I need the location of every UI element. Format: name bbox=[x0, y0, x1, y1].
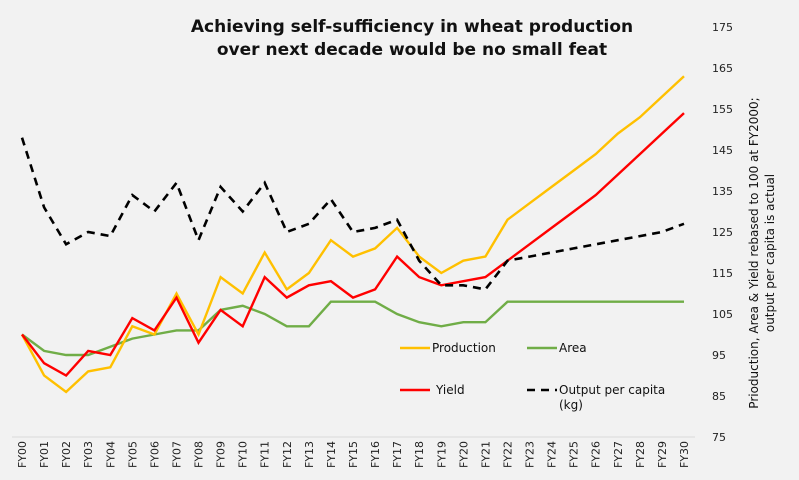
legend-item-output-per-capita: Output per capita (kg) bbox=[527, 383, 669, 412]
chart-title-line-2: over next decade would be no small feat bbox=[217, 40, 607, 60]
legend-label-area: Area bbox=[559, 341, 587, 355]
x-tick-label: FY18 bbox=[413, 441, 426, 468]
x-tick-label: FY25 bbox=[568, 441, 581, 468]
y-tick-label: 165 bbox=[712, 62, 733, 75]
y-tick-label: 145 bbox=[712, 144, 733, 157]
legend-label-production: Production bbox=[432, 341, 496, 355]
x-tick-label: FY20 bbox=[457, 441, 470, 468]
x-tick-label: FY30 bbox=[678, 441, 691, 468]
y-tick-label: 95 bbox=[712, 349, 726, 362]
x-tick-label: FY22 bbox=[501, 441, 514, 468]
series-line-output-per-capita-kg bbox=[20, 137, 685, 291]
legend-label-output-per-capita: Output per capita (kg) bbox=[559, 383, 669, 412]
y-tick-label: 75 bbox=[712, 431, 726, 444]
y-tick-label: 175 bbox=[712, 21, 733, 34]
x-tick-label: FY16 bbox=[369, 441, 382, 468]
x-tick-label: FY15 bbox=[347, 441, 360, 468]
y-axis-title: Prioduction, Area & Yield rebased to 100… bbox=[747, 97, 777, 408]
x-tick-label: FY09 bbox=[215, 441, 228, 468]
x-tick-label: FY13 bbox=[303, 441, 316, 468]
y-tick-label: 135 bbox=[712, 185, 733, 198]
legend: Production Area Yield Output per capita … bbox=[400, 341, 669, 412]
x-tick-label: FY05 bbox=[126, 441, 139, 468]
x-tick-label: FY06 bbox=[148, 441, 161, 468]
legend-label-yield: Yield bbox=[435, 383, 465, 397]
series-line-yield bbox=[21, 112, 685, 378]
y-tick-label: 155 bbox=[712, 103, 733, 116]
x-tick-label: FY23 bbox=[524, 441, 537, 468]
plot-area bbox=[20, 75, 685, 394]
y-tick-label: 125 bbox=[712, 226, 733, 239]
x-tick-label: FY17 bbox=[391, 441, 404, 468]
legend-item-yield: Yield bbox=[400, 383, 465, 397]
x-tick-label: FY14 bbox=[325, 441, 338, 468]
x-tick-label: FY29 bbox=[656, 441, 669, 468]
y-axis-title-line-1: Prioduction, Area & Yield rebased to 100… bbox=[747, 97, 761, 408]
x-tick-label: FY28 bbox=[634, 441, 647, 468]
x-tick-label: FY27 bbox=[612, 441, 625, 468]
x-axis: FY00 FY01 FY02 FY03 FY04 FY05 FY06 FY07 FY08 FY09… bbox=[16, 441, 691, 468]
x-tick-label: FY11 bbox=[259, 441, 272, 468]
legend-item-area: Area bbox=[527, 341, 587, 355]
x-tick-label: FY21 bbox=[479, 441, 492, 468]
x-tick-label: FY00 bbox=[16, 441, 29, 468]
chart-title-line-1: Achieving self-sufficiency in wheat prod… bbox=[191, 17, 633, 37]
y-axis-title-line-2: output per capita is actual bbox=[763, 174, 777, 332]
legend-item-production: Production bbox=[400, 341, 496, 355]
series-line-production bbox=[20, 75, 685, 394]
x-tick-label: FY03 bbox=[82, 441, 95, 468]
x-tick-label: FY10 bbox=[237, 441, 250, 468]
x-tick-label: FY19 bbox=[435, 441, 448, 468]
y-tick-label: 105 bbox=[712, 308, 733, 321]
x-tick-label: FY02 bbox=[60, 441, 73, 468]
y-tick-label: 115 bbox=[712, 267, 733, 280]
x-tick-label: FY04 bbox=[104, 441, 117, 468]
x-tick-label: FY26 bbox=[590, 441, 603, 468]
y-axis: 75 85 95 105 115 125 135 145 155 165 175 bbox=[712, 21, 733, 444]
x-tick-label: FY07 bbox=[170, 441, 183, 468]
series-line-area bbox=[21, 300, 684, 357]
x-tick-label: FY12 bbox=[281, 441, 294, 468]
x-tick-label: FY01 bbox=[38, 441, 51, 468]
y-tick-label: 85 bbox=[712, 390, 726, 403]
x-tick-label: FY24 bbox=[546, 441, 559, 468]
x-tick-label: FY08 bbox=[193, 441, 206, 468]
